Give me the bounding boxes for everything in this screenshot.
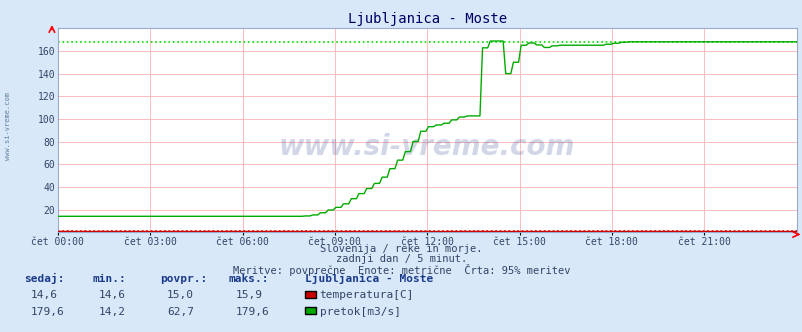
Text: 179,6: 179,6 (30, 307, 64, 317)
Text: pretok[m3/s]: pretok[m3/s] (319, 307, 400, 317)
Text: www.si-vreme.com: www.si-vreme.com (5, 92, 10, 160)
Text: www.si-vreme.com: www.si-vreme.com (278, 133, 575, 161)
Text: zadnji dan / 5 minut.: zadnji dan / 5 minut. (335, 254, 467, 264)
Title: Ljubljanica - Moste: Ljubljanica - Moste (347, 12, 506, 26)
Text: 15,0: 15,0 (167, 290, 194, 300)
Text: maks.:: maks.: (229, 274, 269, 284)
Text: min.:: min.: (92, 274, 126, 284)
Text: sedaj:: sedaj: (24, 273, 64, 284)
Text: povpr.:: povpr.: (160, 274, 208, 284)
Text: 14,6: 14,6 (99, 290, 126, 300)
Text: Slovenija / reke in morje.: Slovenija / reke in morje. (320, 244, 482, 254)
Text: Ljubljanica - Moste: Ljubljanica - Moste (305, 273, 433, 284)
Text: temperatura[C]: temperatura[C] (319, 290, 414, 300)
Text: Meritve: povprečne  Enote: metrične  Črta: 95% meritev: Meritve: povprečne Enote: metrične Črta:… (233, 264, 569, 276)
Text: 14,6: 14,6 (30, 290, 58, 300)
Text: 179,6: 179,6 (235, 307, 269, 317)
Text: 15,9: 15,9 (235, 290, 262, 300)
Text: 62,7: 62,7 (167, 307, 194, 317)
Text: 14,2: 14,2 (99, 307, 126, 317)
